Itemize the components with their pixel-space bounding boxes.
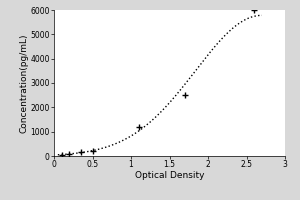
X-axis label: Optical Density: Optical Density xyxy=(135,171,204,180)
Y-axis label: Concentration(pg/mL): Concentration(pg/mL) xyxy=(20,33,29,133)
